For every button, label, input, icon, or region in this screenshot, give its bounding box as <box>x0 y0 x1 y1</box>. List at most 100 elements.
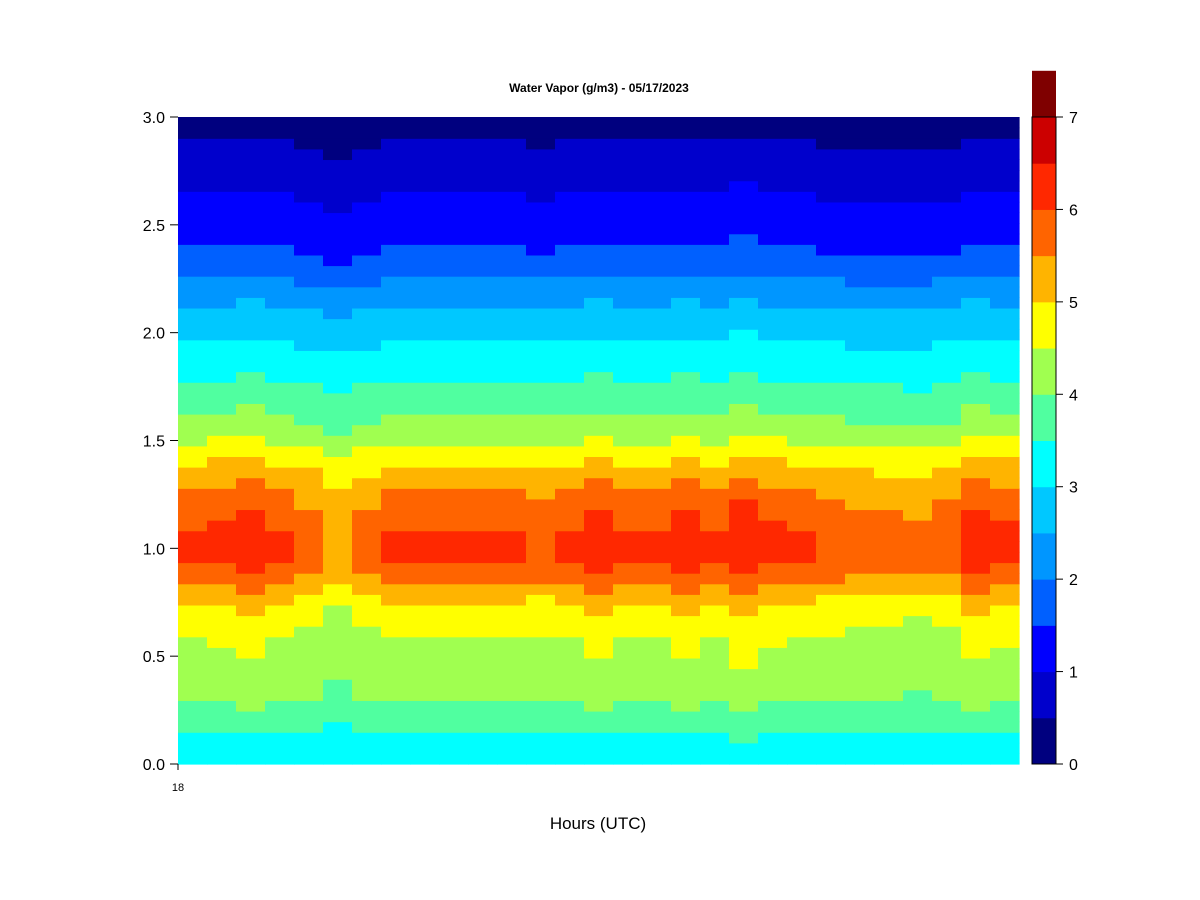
heatmap-cell <box>352 212 382 224</box>
heatmap-cell <box>381 657 411 670</box>
heatmap-cell <box>845 732 875 744</box>
heatmap-cell <box>903 371 933 383</box>
heatmap-cell <box>903 520 933 532</box>
heatmap-cell <box>497 382 527 394</box>
heatmap-cell <box>381 710 411 723</box>
heatmap-cell <box>323 286 353 298</box>
heatmap-cell <box>961 223 991 235</box>
heatmap-cell <box>381 679 411 691</box>
heatmap-cell <box>265 445 295 458</box>
heatmap-cell <box>468 265 498 277</box>
heatmap-cell <box>439 520 469 532</box>
heatmap-cell <box>497 297 527 309</box>
chart-title: Water Vapor (g/m3) - 05/17/2023 <box>509 81 689 95</box>
heatmap-cell <box>497 551 527 564</box>
heatmap-cell <box>932 276 962 288</box>
heatmap-cell <box>323 201 353 214</box>
heatmap-cell <box>700 615 730 627</box>
heatmap-cell <box>584 668 614 680</box>
y-tick-label: 0.0 <box>143 757 165 774</box>
heatmap-cell <box>555 626 585 638</box>
heatmap-cell <box>990 350 1020 362</box>
heatmap-cell <box>874 445 904 458</box>
heatmap-cell <box>613 445 643 458</box>
heatmap-cell <box>410 244 440 256</box>
heatmap-cell <box>729 159 759 171</box>
heatmap-cell <box>178 212 208 224</box>
heatmap-cell <box>236 562 266 574</box>
heatmap-cell <box>526 254 556 267</box>
heatmap-cell <box>265 636 295 648</box>
heatmap-cell <box>816 201 846 214</box>
heatmap-cell <box>787 382 817 394</box>
heatmap-cell <box>497 604 527 617</box>
heatmap-cell <box>526 477 556 489</box>
heatmap-cell <box>845 657 875 670</box>
heatmap-cell <box>178 753 208 765</box>
heatmap-cell <box>439 413 469 426</box>
heatmap-cell <box>845 191 875 203</box>
heatmap-cell <box>352 371 382 383</box>
heatmap-cell <box>932 244 962 256</box>
heatmap-cell <box>874 382 904 394</box>
heatmap-cell <box>816 541 846 553</box>
heatmap-cell <box>381 371 411 383</box>
heatmap-cell <box>961 148 991 161</box>
heatmap-cell <box>642 371 672 383</box>
heatmap-cell <box>729 573 759 585</box>
heatmap-cell <box>265 520 295 532</box>
heatmap-cell <box>207 254 237 267</box>
heatmap-cell <box>642 700 672 712</box>
heatmap-cell <box>642 594 672 606</box>
heatmap-cell <box>468 382 498 394</box>
heatmap-cell <box>468 657 498 670</box>
heatmap-cell <box>845 700 875 712</box>
heatmap-cell <box>294 551 324 564</box>
heatmap-cell <box>265 562 295 574</box>
heatmap-cell <box>352 710 382 723</box>
heatmap-cell <box>207 371 237 383</box>
heatmap-cell <box>584 456 614 468</box>
heatmap-cell <box>700 753 730 765</box>
colorbar-tick-label: 5 <box>1069 295 1078 312</box>
heatmap-cell <box>265 127 295 139</box>
heatmap-cell <box>555 647 585 659</box>
heatmap-cell <box>381 339 411 351</box>
heatmap-cell <box>700 138 730 150</box>
heatmap-cell <box>642 307 672 320</box>
heatmap-cell <box>352 541 382 553</box>
heatmap-cell <box>816 223 846 235</box>
heatmap-cell <box>874 509 904 521</box>
heatmap-cell <box>671 679 701 691</box>
heatmap-cell <box>555 212 585 224</box>
heatmap-cell <box>613 520 643 532</box>
heatmap-cell <box>439 710 469 723</box>
heatmap-cell <box>613 732 643 744</box>
heatmap-cell <box>410 339 440 351</box>
heatmap-cell <box>323 753 353 765</box>
heatmap-cell <box>207 307 237 320</box>
heatmap-cell <box>526 170 556 182</box>
heatmap-cell <box>700 498 730 511</box>
heatmap-cell <box>787 573 817 585</box>
heatmap-cell <box>613 541 643 553</box>
heatmap-cell <box>468 753 498 765</box>
heatmap-cell <box>903 212 933 224</box>
heatmap-cell <box>439 626 469 638</box>
heatmap-cell <box>613 424 643 436</box>
heatmap-cell <box>787 180 817 192</box>
heatmap-cell <box>497 721 527 733</box>
heatmap-cell <box>497 488 527 500</box>
heatmap-cell <box>729 488 759 500</box>
heatmap-cell <box>729 435 759 447</box>
heatmap-cell <box>816 742 846 754</box>
heatmap-cell <box>555 721 585 733</box>
heatmap-cell <box>352 148 382 161</box>
heatmap-cell <box>584 604 614 617</box>
heatmap-cell <box>845 244 875 256</box>
heatmap-cell <box>700 212 730 224</box>
heatmap-cell <box>613 223 643 235</box>
heatmap-cell <box>207 477 237 489</box>
heatmap-cell <box>381 689 411 701</box>
heatmap-cell <box>265 573 295 585</box>
